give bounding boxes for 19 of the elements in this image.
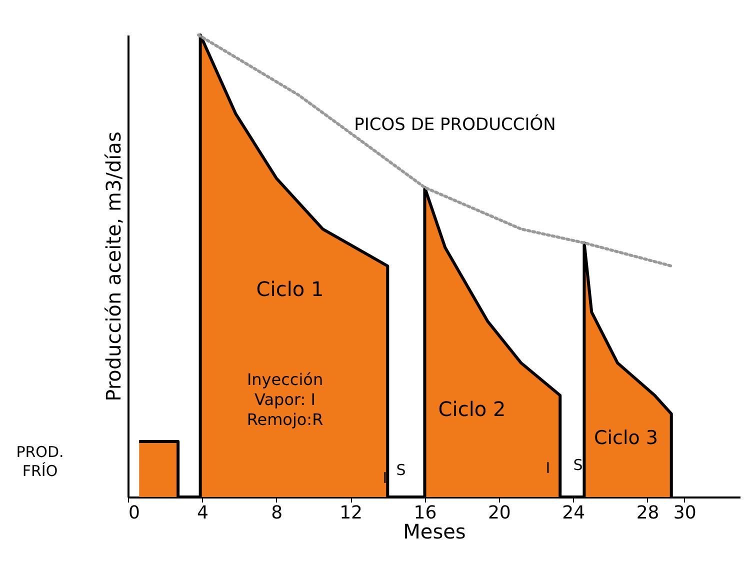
annotation: I [382,469,388,487]
x-tick-label: 8 [271,502,283,524]
x-tick-label: 30 [673,502,696,524]
annotation: Inyección Vapor: I Remojo:R [246,370,324,429]
x-tick-label: 20 [488,502,511,524]
x-tick-label: 0 [128,502,140,524]
annotation: PICOS DE PRODUCCIÓN [354,114,556,135]
text: PROD. FRÍO [16,443,64,480]
x-tick-label: 12 [340,502,362,524]
x-tick-label: 28 [636,502,660,524]
annotation: Ciclo 1 [256,277,324,301]
x-tick-label: 24 [562,502,586,524]
annotation: Ciclo 2 [438,397,506,421]
annotation: S [396,461,406,479]
y-axis-title: Producción aceite, m3/días [102,132,126,402]
annotation: I [546,459,550,477]
annotation: Ciclo 3 [594,427,658,449]
annotation: S [573,456,583,474]
x-tick-label: 4 [196,502,208,524]
